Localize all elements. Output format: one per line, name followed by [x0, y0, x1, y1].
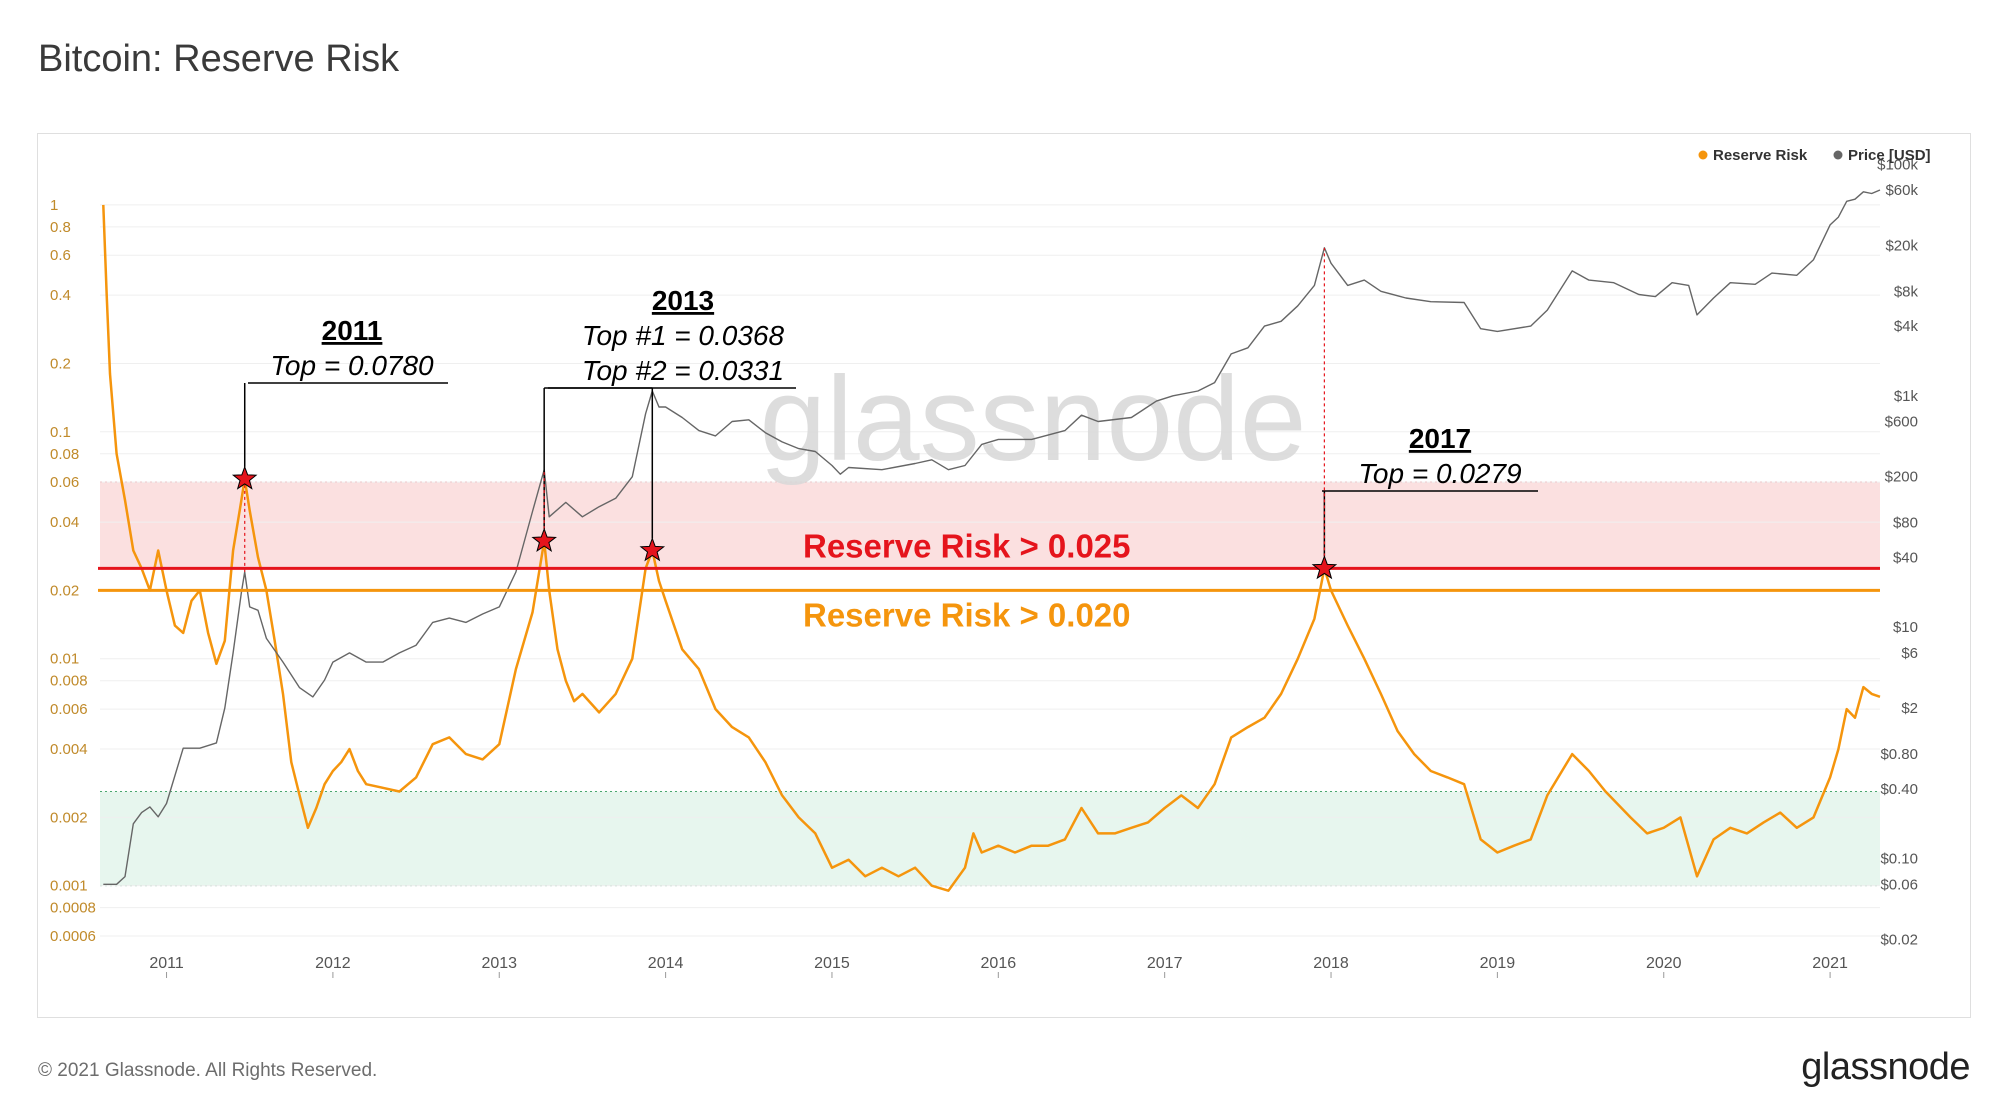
x-tick-label: 2013	[481, 955, 517, 972]
page-title: Bitcoin: Reserve Risk	[38, 38, 400, 80]
y-left-tick-label: 0.004	[50, 741, 88, 758]
watermark: glassnode	[759, 352, 1306, 486]
y-left-tick-label: 0.01	[50, 651, 79, 668]
y-right-tick-label: $0.10	[1880, 851, 1918, 868]
x-tick-label: 2021	[1812, 955, 1848, 972]
y-right-tick-label: $4k	[1894, 318, 1919, 335]
y-right-tick-label: $6	[1901, 645, 1918, 662]
y-left-tick-label: 0.8	[50, 219, 71, 236]
y-right-tick-label: $0.80	[1880, 746, 1918, 763]
legend-item-label[interactable]: Reserve Risk	[1713, 147, 1808, 164]
y-right-tick-label: $2	[1901, 700, 1918, 717]
x-tick-label: 2015	[814, 955, 850, 972]
y-left-tick-label: 0.0008	[50, 900, 96, 917]
peak-star-icon	[531, 527, 557, 552]
y-left-tick-label: 0.08	[50, 446, 79, 463]
y-left-tick-label: 0.0006	[50, 928, 96, 945]
legend[interactable]: Reserve Risk Price [USD]	[1698, 147, 1931, 164]
x-tick-label: 2018	[1313, 955, 1349, 972]
y-left-tick-label: 0.4	[50, 287, 71, 304]
annotation-text-2011-0: Top = 0.0780	[270, 350, 434, 381]
y-right-tick-label: $0.06	[1880, 876, 1918, 893]
annotation-text-2017-0: Top = 0.0279	[1358, 458, 1521, 489]
annotation-year-2011: 2011	[322, 315, 383, 346]
legend-item-label[interactable]: Price [USD]	[1848, 147, 1931, 164]
x-tick-label: 2016	[981, 955, 1017, 972]
x-tick-label: 2019	[1480, 955, 1516, 972]
series-lines	[102, 189, 1881, 892]
y-left-tick-label: 0.06	[50, 474, 79, 491]
copyright-text: © 2021 Glassnode. All Rights Reserved.	[38, 1060, 378, 1081]
x-tick-label: 2011	[149, 955, 184, 972]
axes: 1 0.8 0.6 0.4 0.2 0.1 0.08 0.06 0.04 0.02 0.01 0.00…	[50, 156, 1918, 978]
annotations: 2011 Top = 0.0780 2013 Top #1 = 0.0368 Top #…	[231, 247, 1538, 580]
annotation-text-2013-0: Top #1 = 0.0368	[582, 320, 785, 351]
series-line-reserve-risk	[102, 204, 1881, 892]
y-right-tick-label: $1k	[1894, 388, 1919, 405]
y-right-tick-label: $0.02	[1880, 932, 1918, 949]
zone-band-0	[100, 482, 1880, 569]
x-tick-label: 2014	[648, 955, 684, 972]
legend-marker[interactable]	[1698, 150, 1708, 160]
y-left-tick-label: 0.1	[50, 424, 71, 441]
y-right-tick-label: $20k	[1885, 237, 1918, 254]
y-left-tick-label: 0.001	[50, 878, 88, 895]
y-right-tick-label: $200	[1885, 469, 1918, 486]
peak-star-icon	[1311, 554, 1338, 580]
peak-star-icon	[639, 537, 666, 562]
x-tick-label: 2012	[315, 955, 351, 972]
legend-marker[interactable]	[1833, 150, 1843, 160]
threshold-label-1: Reserve Risk > 0.020	[803, 596, 1131, 633]
y-left-tick-label: 0.002	[50, 809, 88, 826]
y-right-tick-label: $10	[1893, 619, 1918, 636]
y-left-tick-label: 0.006	[50, 701, 88, 718]
reserve-risk-chart: glassnode 1 0.8 0.6 0.4 0.2 0.1 0.08 0.06 0.04 0.…	[50, 147, 1931, 978]
chart-panel: glassnode 1 0.8 0.6 0.4 0.2 0.1 0.08 0.06 0.04 0.…	[37, 133, 1971, 1018]
zone-bands	[100, 481, 1880, 887]
annotation-text-2013-1: Top #2 = 0.0331	[582, 355, 784, 386]
series-line-price	[103, 189, 1881, 885]
y-right-tick-label: $100k	[1877, 156, 1918, 173]
x-tick-label: 2020	[1646, 955, 1682, 972]
annotation-year-2017: 2017	[1409, 423, 1471, 454]
y-right-tick-label: $600	[1885, 413, 1918, 430]
annotation-year-2013: 2013	[652, 285, 714, 316]
threshold-label-0: Reserve Risk > 0.025	[803, 527, 1131, 564]
y-right-tick-label: $60k	[1885, 182, 1918, 199]
threshold-lines: Reserve Risk > 0.025 Reserve Risk > 0.020	[98, 527, 1880, 633]
y-right-tick-label: $40	[1893, 550, 1918, 567]
y-left-tick-label: 0.02	[50, 582, 79, 599]
peak-star-icon	[231, 465, 258, 490]
y-right-tick-label: $0.40	[1880, 781, 1918, 798]
gridlines	[100, 204, 1880, 937]
zone-band-1	[100, 791, 1880, 886]
y-left-tick-label: 0.008	[50, 673, 88, 690]
x-tick-label: 2017	[1147, 955, 1183, 972]
y-right-tick-label: $8k	[1894, 283, 1919, 300]
brand-logo[interactable]: glassnode	[1801, 1046, 1970, 1088]
y-right-tick-label: $80	[1893, 515, 1918, 532]
y-left-tick-label: 0.6	[50, 247, 71, 264]
y-left-tick-label: 0.04	[50, 514, 79, 531]
y-left-tick-label: 1	[50, 197, 58, 214]
y-left-tick-label: 0.2	[50, 355, 71, 372]
